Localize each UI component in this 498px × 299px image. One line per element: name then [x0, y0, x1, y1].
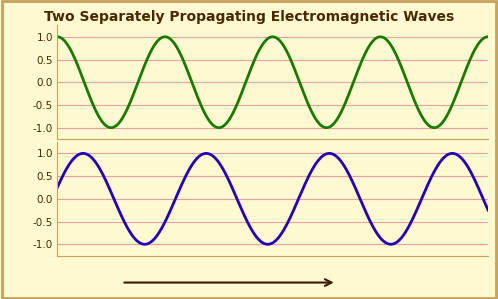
- Text: Two Separately Propagating Electromagnetic Waves: Two Separately Propagating Electromagnet…: [44, 10, 454, 25]
